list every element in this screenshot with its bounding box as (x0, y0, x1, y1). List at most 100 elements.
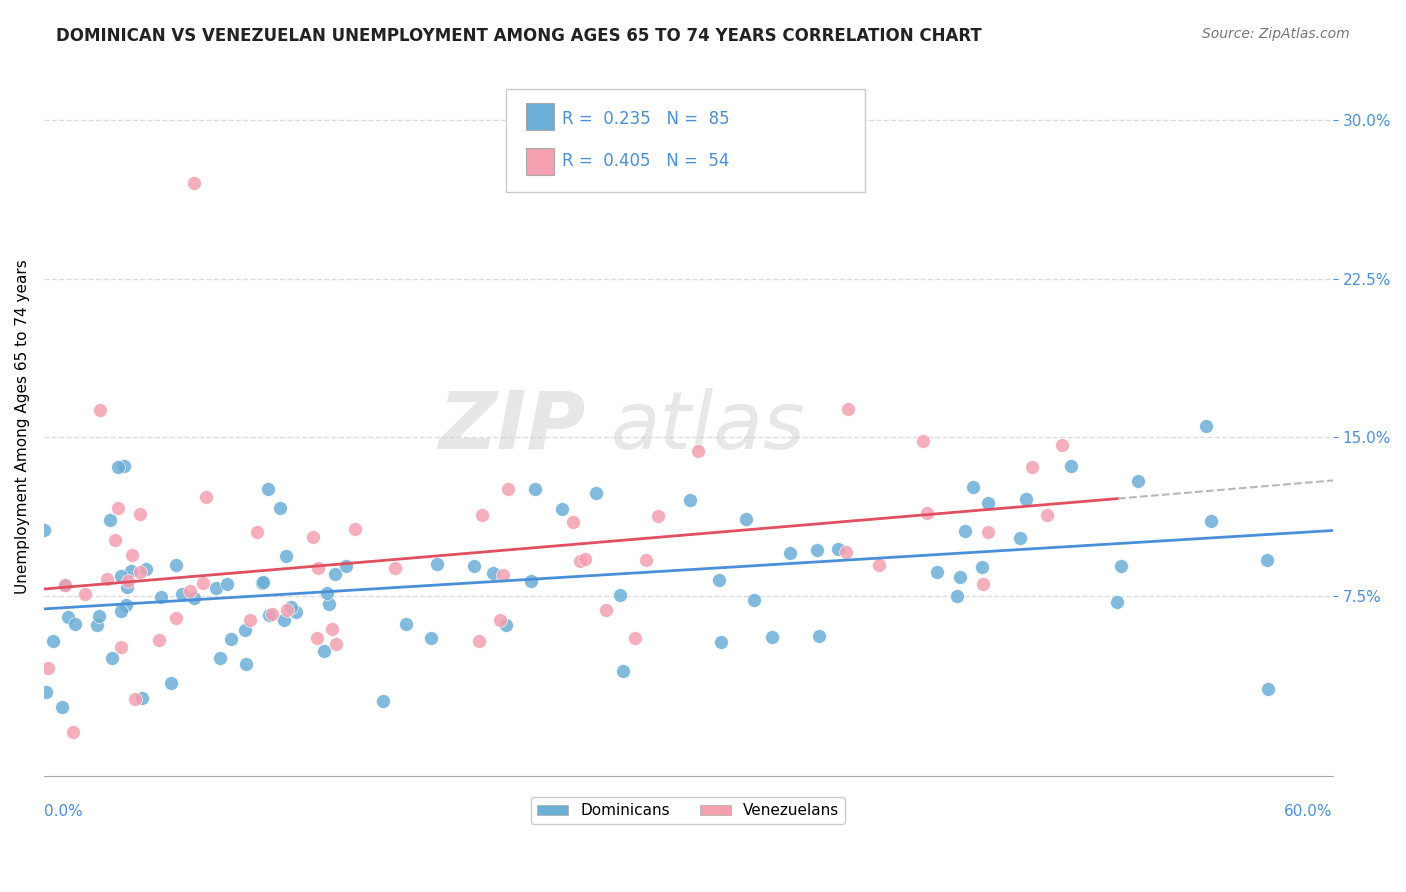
Point (325, 567, 347, 582)
Point (273, 613, 295, 627)
Text: R =  0.235   N =  85: R = 0.235 N = 85 (562, 110, 730, 128)
Point (37, 661, 59, 675)
Point (321, 622, 343, 636)
Point (62, 724, 84, 739)
Point (1257, 681, 1279, 696)
Point (110, 640, 132, 654)
Point (215, 576, 238, 591)
Point (89, 403, 111, 417)
Point (53, 578, 76, 592)
Point (150, 590, 173, 604)
Point (110, 604, 132, 618)
Point (1105, 595, 1128, 609)
Text: ZIP: ZIP (437, 388, 585, 466)
Point (129, 565, 152, 579)
Point (165, 558, 187, 573)
Point (117, 574, 139, 588)
Legend: Dominicans, Venezuelans: Dominicans, Venezuelans (531, 797, 845, 824)
Point (96, 572, 118, 586)
Point (276, 603, 298, 617)
Point (917, 506, 939, 520)
Point (135, 562, 157, 576)
Point (110, 568, 132, 582)
Point (305, 631, 328, 645)
Point (492, 567, 515, 582)
Point (53, 578, 76, 592)
Point (252, 574, 274, 589)
Point (742, 592, 765, 607)
Point (239, 613, 262, 627)
Point (426, 557, 449, 571)
Point (827, 541, 849, 556)
Point (112, 459, 135, 474)
Point (51, 700, 73, 714)
Point (710, 634, 733, 648)
Point (970, 560, 993, 574)
Point (972, 577, 994, 591)
Point (124, 692, 146, 706)
Point (56, 609, 79, 624)
Point (779, 546, 801, 560)
Point (301, 530, 323, 544)
Point (551, 502, 574, 516)
Text: R =  0.405   N =  54: R = 0.405 N = 54 (562, 152, 730, 169)
Point (195, 490, 218, 504)
Point (114, 599, 136, 613)
Point (344, 523, 367, 537)
Point (482, 566, 505, 581)
Point (977, 525, 1000, 540)
Point (468, 633, 491, 648)
Text: DOMINICAN VS VENEZUELAN UNEMPLOYMENT AMONG AGES 65 TO 74 YEARS CORRELATION CHART: DOMINICAN VS VENEZUELAN UNEMPLOYMENT AMO… (56, 27, 981, 45)
Point (235, 657, 257, 671)
Point (574, 551, 596, 566)
Point (612, 664, 634, 678)
Point (1109, 559, 1132, 574)
Point (115, 580, 138, 594)
Point (523, 483, 546, 497)
Point (34, 524, 56, 538)
Point (868, 558, 890, 573)
Point (107, 459, 129, 474)
Point (148, 632, 170, 647)
Point (307, 561, 329, 575)
Point (1015, 491, 1038, 506)
Point (953, 524, 976, 538)
Point (179, 584, 201, 599)
Point (395, 617, 418, 632)
Point (314, 644, 336, 658)
Point (686, 444, 709, 458)
Point (128, 507, 150, 521)
Point (420, 631, 443, 645)
Point (269, 501, 291, 516)
Point (837, 402, 859, 417)
Point (260, 607, 283, 622)
Point (170, 587, 193, 601)
Point (561, 515, 583, 529)
Point (131, 691, 153, 706)
Point (495, 618, 517, 632)
Point (634, 553, 657, 567)
Text: 0.0%: 0.0% (44, 804, 83, 819)
Point (285, 605, 308, 619)
Point (335, 559, 357, 574)
Point (325, 637, 347, 651)
Point (257, 607, 280, 622)
Point (520, 574, 543, 589)
Point (949, 569, 972, 583)
Point (183, 591, 205, 606)
Point (471, 508, 494, 522)
Point (103, 533, 125, 547)
Point (87, 609, 110, 624)
Point (250, 575, 273, 590)
Text: 60.0%: 60.0% (1284, 804, 1333, 819)
Text: Source: ZipAtlas.com: Source: ZipAtlas.com (1202, 27, 1350, 41)
Point (1060, 458, 1083, 473)
Point (371, 694, 394, 708)
Point (806, 543, 828, 558)
Point (42, 634, 65, 648)
Point (946, 589, 969, 603)
Point (101, 651, 124, 665)
Point (318, 597, 340, 611)
Point (911, 434, 934, 448)
Point (976, 496, 998, 510)
